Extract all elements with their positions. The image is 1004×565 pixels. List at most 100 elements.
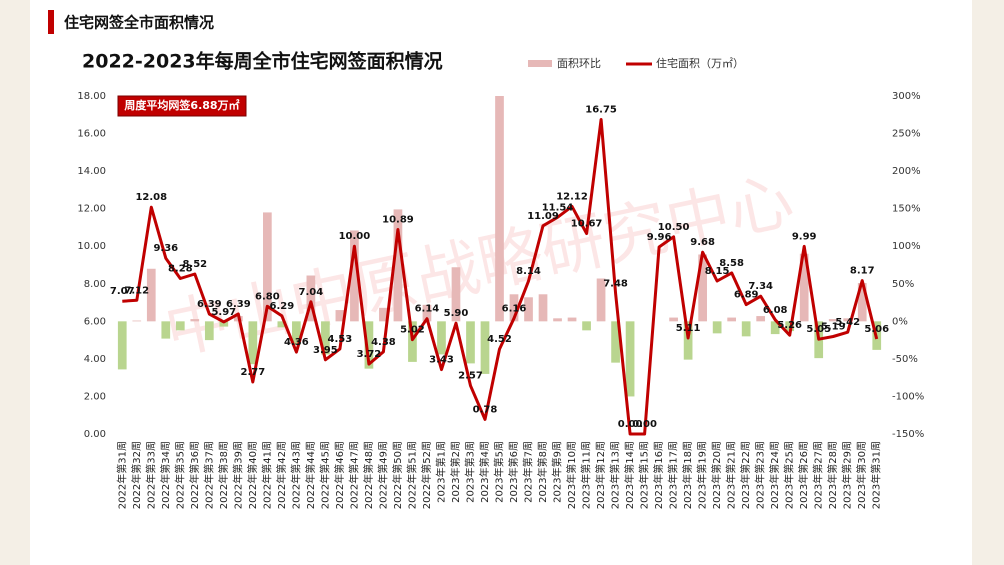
bar xyxy=(480,321,490,374)
bar xyxy=(770,321,780,335)
legend-swatch xyxy=(528,60,552,67)
x-tick-label: 2023年第16周 xyxy=(652,441,665,509)
bar xyxy=(132,320,142,322)
bar xyxy=(451,267,461,322)
bar xyxy=(364,321,374,369)
data-label: 3.43 xyxy=(429,355,454,366)
bar xyxy=(524,297,533,322)
x-tick-label: 2022年第45周 xyxy=(318,441,331,509)
x-tick-label: 2023年第23周 xyxy=(754,441,767,509)
bar xyxy=(262,212,272,322)
x-tick-label: 2023年第1周 xyxy=(434,441,447,503)
data-label: 3.72 xyxy=(357,349,382,360)
y2-tick-label: 0% xyxy=(892,316,908,327)
x-tick-label: 2022年第44周 xyxy=(304,441,317,509)
bar xyxy=(292,321,301,345)
x-tick-label: 2023年第3周 xyxy=(463,441,476,503)
y-tick-label: 18.00 xyxy=(77,91,106,102)
x-tick-label: 2023年第30周 xyxy=(855,441,868,509)
y-tick-label: 0.00 xyxy=(84,429,106,440)
data-label: 5.06 xyxy=(864,324,889,335)
data-label: 7.04 xyxy=(299,287,324,298)
data-label: 5.42 xyxy=(835,317,860,328)
data-label: 5.05 xyxy=(806,324,831,335)
x-tick-label: 2022年第31周 xyxy=(115,441,128,509)
x-tick-label: 2023年第4周 xyxy=(478,441,491,503)
x-tick-label: 2022年第41周 xyxy=(260,441,273,509)
data-label: 11.54 xyxy=(542,202,574,213)
data-label: 5.02 xyxy=(400,325,425,336)
x-tick-label: 2023年第29周 xyxy=(841,441,854,509)
y-tick-label: 14.00 xyxy=(77,166,106,177)
x-tick-label: 2023年第17周 xyxy=(667,441,680,509)
bar xyxy=(538,294,548,322)
bar xyxy=(175,321,185,331)
x-tick-label: 2023年第27周 xyxy=(812,441,825,509)
data-label: 7.12 xyxy=(124,285,149,296)
data-label: 8.58 xyxy=(719,258,744,269)
x-tick-label: 2023年第21周 xyxy=(725,441,738,509)
data-label: 4.38 xyxy=(371,337,396,348)
x-tick-label: 2022年第49周 xyxy=(376,441,389,509)
y2-tick-label: -50% xyxy=(892,354,918,365)
x-tick-label: 2022年第42周 xyxy=(275,441,288,509)
bar xyxy=(756,316,766,322)
x-tick-label: 2023年第2周 xyxy=(449,441,462,503)
y-tick-label: 6.00 xyxy=(84,316,106,327)
x-tick-label: 2022年第48周 xyxy=(362,441,375,509)
bar xyxy=(553,318,562,322)
y2-tick-label: 50% xyxy=(892,279,914,290)
bar xyxy=(466,321,475,364)
x-tick-label: 2023年第22周 xyxy=(739,441,752,509)
data-label: 6.29 xyxy=(270,301,295,312)
bar xyxy=(350,230,359,322)
data-label: 5.97 xyxy=(211,307,236,318)
x-tick-label: 2023年第20周 xyxy=(710,441,723,509)
data-label: 5.26 xyxy=(777,320,802,331)
bar xyxy=(379,307,388,322)
bar xyxy=(495,96,504,322)
x-tick-label: 2022年第52周 xyxy=(420,441,433,509)
y-tick-label: 10.00 xyxy=(77,241,106,252)
x-tick-label: 2023年第9周 xyxy=(551,441,564,503)
x-tick-label: 2023年第12周 xyxy=(594,441,607,509)
x-tick-label: 2023年第13周 xyxy=(609,441,622,509)
data-label: 6.80 xyxy=(255,291,280,302)
x-tick-label: 2022年第33周 xyxy=(144,441,157,509)
x-tick-label: 2022年第36周 xyxy=(188,441,201,509)
data-label: 9.96 xyxy=(647,232,672,243)
x-tick-label: 2023年第28周 xyxy=(826,441,839,509)
data-label: 12.08 xyxy=(135,192,167,203)
y-tick-label: 4.00 xyxy=(84,354,106,365)
bar xyxy=(161,321,171,339)
bar xyxy=(190,319,200,322)
x-tick-label: 2022年第35周 xyxy=(173,441,186,509)
y-tick-label: 2.00 xyxy=(84,391,106,402)
x-tick-label: 2023年第5周 xyxy=(493,441,506,503)
x-tick-label: 2023年第8周 xyxy=(536,441,549,503)
bar xyxy=(509,294,519,322)
y-tick-label: 8.00 xyxy=(84,279,106,290)
y2-tick-label: -150% xyxy=(892,429,924,440)
bar xyxy=(843,318,853,322)
bar xyxy=(582,321,591,331)
x-tick-label: 2022年第51周 xyxy=(405,441,418,509)
data-label: 8.15 xyxy=(705,266,730,277)
bar xyxy=(335,310,345,322)
data-label: 6.16 xyxy=(502,303,527,314)
bar xyxy=(408,321,417,362)
x-tick-label: 2022年第32周 xyxy=(130,441,143,509)
data-label: 10.00 xyxy=(339,231,371,242)
y2-tick-label: 100% xyxy=(892,241,921,252)
x-tick-label: 2022年第46周 xyxy=(333,441,346,509)
data-label: 4.53 xyxy=(328,334,353,345)
bar xyxy=(393,209,403,322)
x-tick-label: 2022年第43周 xyxy=(289,441,302,509)
x-tick-label: 2022年第34周 xyxy=(159,441,172,509)
data-label: 9.36 xyxy=(153,243,178,254)
legend-label: 住宅面积（万㎡） xyxy=(656,56,744,70)
chart-title: 2022-2023年每周全市住宅网签面积情况 xyxy=(82,50,443,73)
data-label: 0.00 xyxy=(618,419,643,430)
data-label: 4.36 xyxy=(284,337,309,348)
